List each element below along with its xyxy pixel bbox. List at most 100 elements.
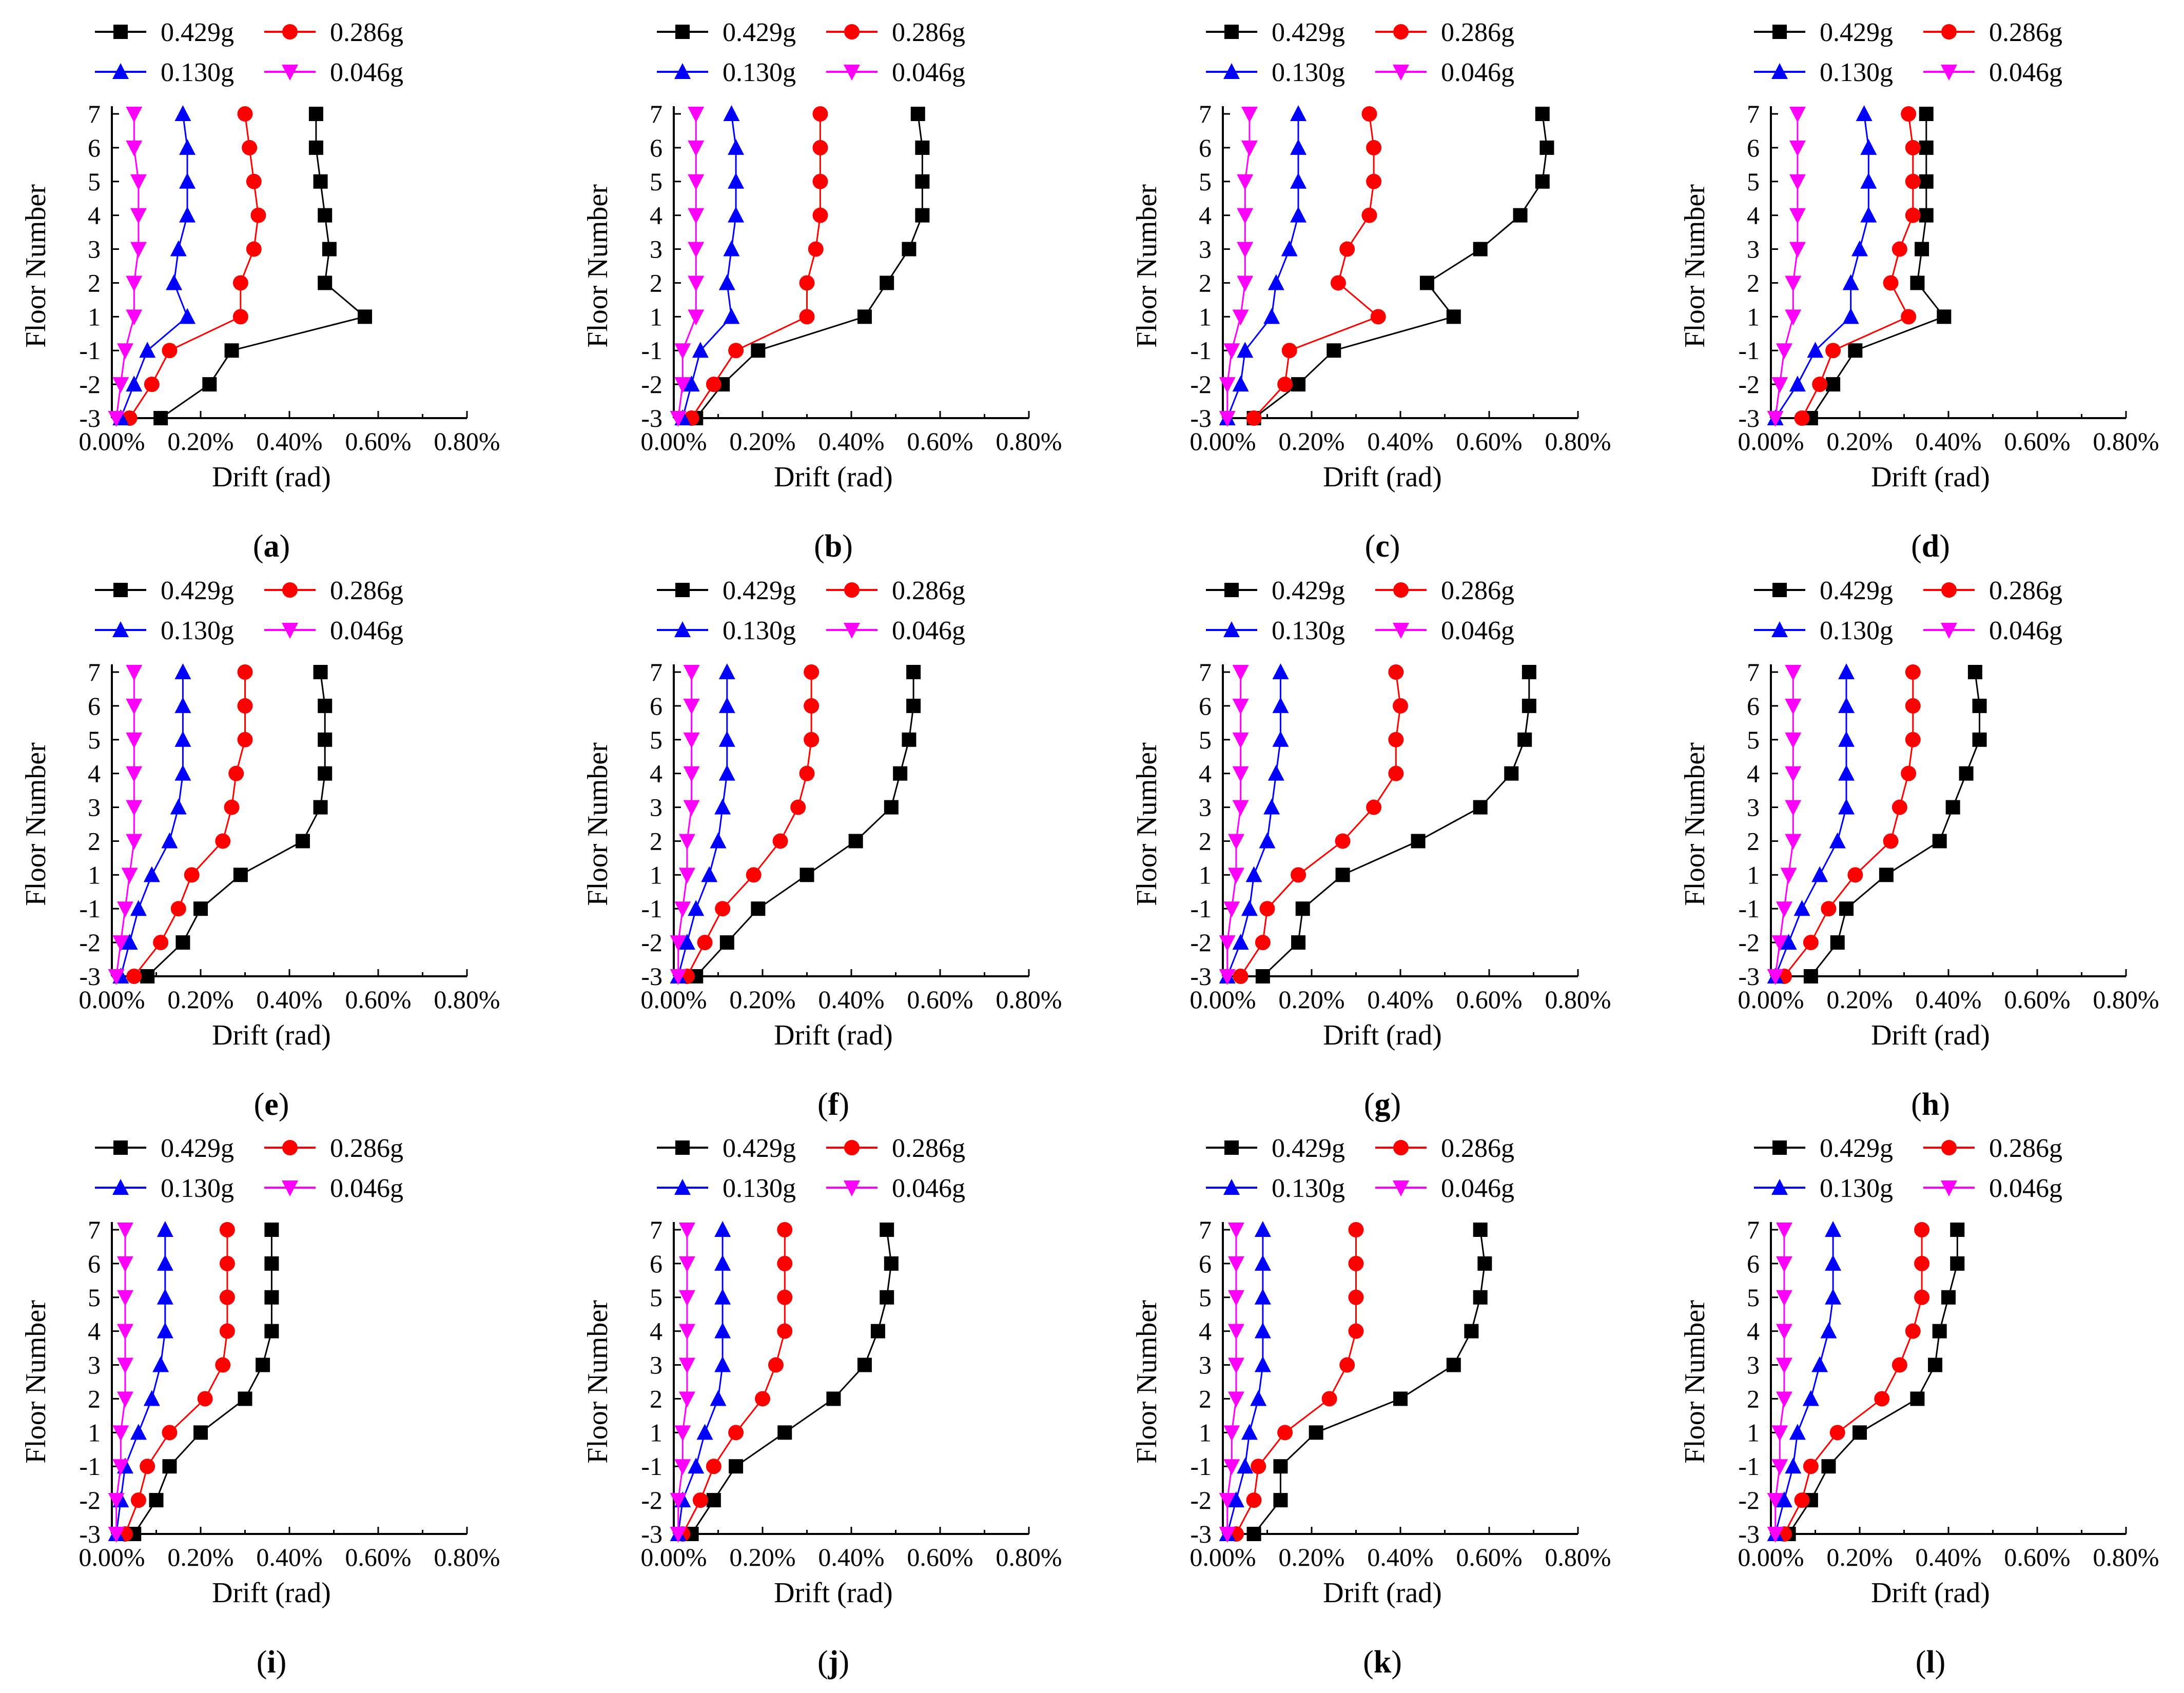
data-point xyxy=(723,105,740,121)
data-point xyxy=(219,1289,235,1305)
data-point xyxy=(219,1222,235,1237)
data-point xyxy=(1291,935,1306,950)
y-tick-label: -1 xyxy=(641,894,662,923)
legend-marker-circle xyxy=(1393,582,1409,598)
data-point xyxy=(1250,1390,1267,1406)
y-axis-title: Floor Number xyxy=(20,184,52,348)
data-point xyxy=(1246,1492,1262,1508)
data-point xyxy=(174,663,191,679)
y-tick-label: 4 xyxy=(650,1317,662,1346)
data-point xyxy=(264,1324,279,1338)
y-tick-label: 2 xyxy=(88,1384,101,1413)
y-tick-label: 5 xyxy=(1747,1283,1760,1312)
y-tick-label: -3 xyxy=(1738,404,1760,432)
data-point xyxy=(140,1459,155,1474)
y-tick-label: 6 xyxy=(1747,692,1760,720)
series-line xyxy=(1775,1230,1834,1534)
data-point xyxy=(678,1256,695,1272)
data-point xyxy=(1928,1357,1943,1372)
y-axis-title: Floor Number xyxy=(20,1300,52,1464)
series-0.130g xyxy=(1767,663,1855,983)
data-point xyxy=(688,174,705,190)
y-tick-label: 6 xyxy=(650,692,662,720)
data-point xyxy=(1219,411,1236,427)
x-tick-label: 0.00% xyxy=(1738,985,1804,1014)
y-tick-label: 5 xyxy=(650,725,662,754)
data-point xyxy=(714,1254,731,1271)
data-point xyxy=(1853,1425,1867,1440)
legend-label: 0.429g xyxy=(723,18,796,47)
data-point xyxy=(1219,969,1236,985)
y-tick-label: 5 xyxy=(650,167,662,196)
data-point xyxy=(1838,697,1855,713)
data-point xyxy=(116,1357,133,1374)
y-tick-label: 3 xyxy=(1199,793,1212,822)
data-point xyxy=(1291,867,1306,883)
panel-label: (i) xyxy=(257,1645,287,1680)
legend-label: 0.046g xyxy=(330,1174,403,1203)
data-point xyxy=(715,901,731,917)
data-point xyxy=(751,343,766,358)
data-point xyxy=(318,208,333,223)
data-point xyxy=(1227,868,1244,884)
data-point xyxy=(688,275,705,292)
data-point xyxy=(1838,663,1855,679)
data-point xyxy=(108,1527,125,1543)
data-point xyxy=(1273,1493,1288,1508)
data-point xyxy=(1959,766,1974,781)
y-tick-label: -2 xyxy=(641,1486,662,1514)
data-point xyxy=(1251,1459,1266,1474)
y-tick-label: 1 xyxy=(650,860,662,889)
data-point xyxy=(116,1391,133,1408)
data-point xyxy=(692,1492,708,1508)
data-point xyxy=(1919,140,1934,155)
panel-i: 0.429g 0.286g 0.130g 0.046g 0.00% 0.20% 0.40% 0… xyxy=(20,1134,500,1680)
y-tick-label: 6 xyxy=(88,1249,101,1278)
legend-label: 0.130g xyxy=(723,1174,796,1203)
x-tick-label: 0.20% xyxy=(167,985,233,1014)
data-point xyxy=(256,1357,270,1372)
data-point xyxy=(1915,242,1929,257)
data-point xyxy=(1803,935,1819,951)
data-point xyxy=(174,105,191,121)
legend-marker-triangle-down xyxy=(1941,1180,1957,1196)
data-point xyxy=(884,1256,899,1271)
y-tick-label: 5 xyxy=(1199,167,1212,196)
data-point xyxy=(130,900,147,916)
data-point xyxy=(1290,172,1307,189)
legend-marker-triangle-up xyxy=(112,621,129,637)
legend-marker-square xyxy=(113,1140,128,1155)
data-point xyxy=(233,868,248,882)
x-tick-label: 0.40% xyxy=(1367,427,1433,456)
y-tick-label: 7 xyxy=(650,1215,662,1244)
data-point xyxy=(688,107,705,123)
data-point xyxy=(1776,1491,1792,1508)
data-point xyxy=(683,800,700,816)
legend-marker-square xyxy=(1224,25,1239,39)
y-tick-label: 3 xyxy=(650,235,662,264)
series-0.286g xyxy=(1228,1222,1364,1542)
y-tick-label: -2 xyxy=(1738,370,1760,399)
data-point xyxy=(1504,766,1519,781)
data-point xyxy=(1967,665,1982,679)
x-axis-title: Drift (rad) xyxy=(212,1019,331,1051)
data-point xyxy=(264,1223,279,1237)
data-point xyxy=(318,275,333,290)
data-point xyxy=(313,665,328,679)
data-point xyxy=(1785,698,1802,715)
x-tick-label: 0.40% xyxy=(1367,1543,1433,1571)
data-point xyxy=(1838,731,1855,747)
data-point xyxy=(1830,935,1845,950)
x-tick-label: 0.80% xyxy=(2093,1543,2159,1571)
data-point xyxy=(1268,274,1284,290)
data-point xyxy=(718,274,735,290)
data-point xyxy=(670,935,687,952)
series-0.046g xyxy=(1219,1223,1244,1543)
panel-label: (e) xyxy=(254,1087,289,1122)
legend-label: 0.286g xyxy=(1989,1134,2062,1163)
panel-d: 0.429g 0.286g 0.130g 0.046g 0.00% 0.20% 0.40% 0… xyxy=(1679,18,2159,564)
y-tick-label: 2 xyxy=(1747,1384,1760,1413)
data-point xyxy=(179,206,196,223)
y-tick-label: 3 xyxy=(88,793,101,822)
y-tick-label: 5 xyxy=(1199,725,1212,754)
